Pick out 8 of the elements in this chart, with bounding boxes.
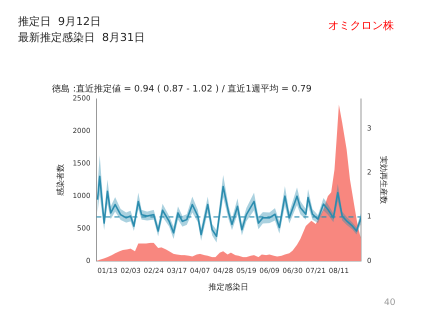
text: 推定日 9月12日	[18, 14, 101, 29]
text: 40	[384, 298, 396, 308]
text: オミクロン株	[328, 18, 394, 33]
chart-title: 徳島 :直近推定値 = 0.94 ( 0.87 - 1.02 ) / 直近1週平均 = 0.79	[52, 84, 312, 95]
y-axis-title: 感染者数	[56, 164, 65, 196]
x-axis-title: 推定感染日	[208, 282, 249, 292]
y2-axis-title: 実効再生産数	[379, 156, 388, 204]
text: 最新推定感染日 8月31日	[18, 30, 145, 45]
